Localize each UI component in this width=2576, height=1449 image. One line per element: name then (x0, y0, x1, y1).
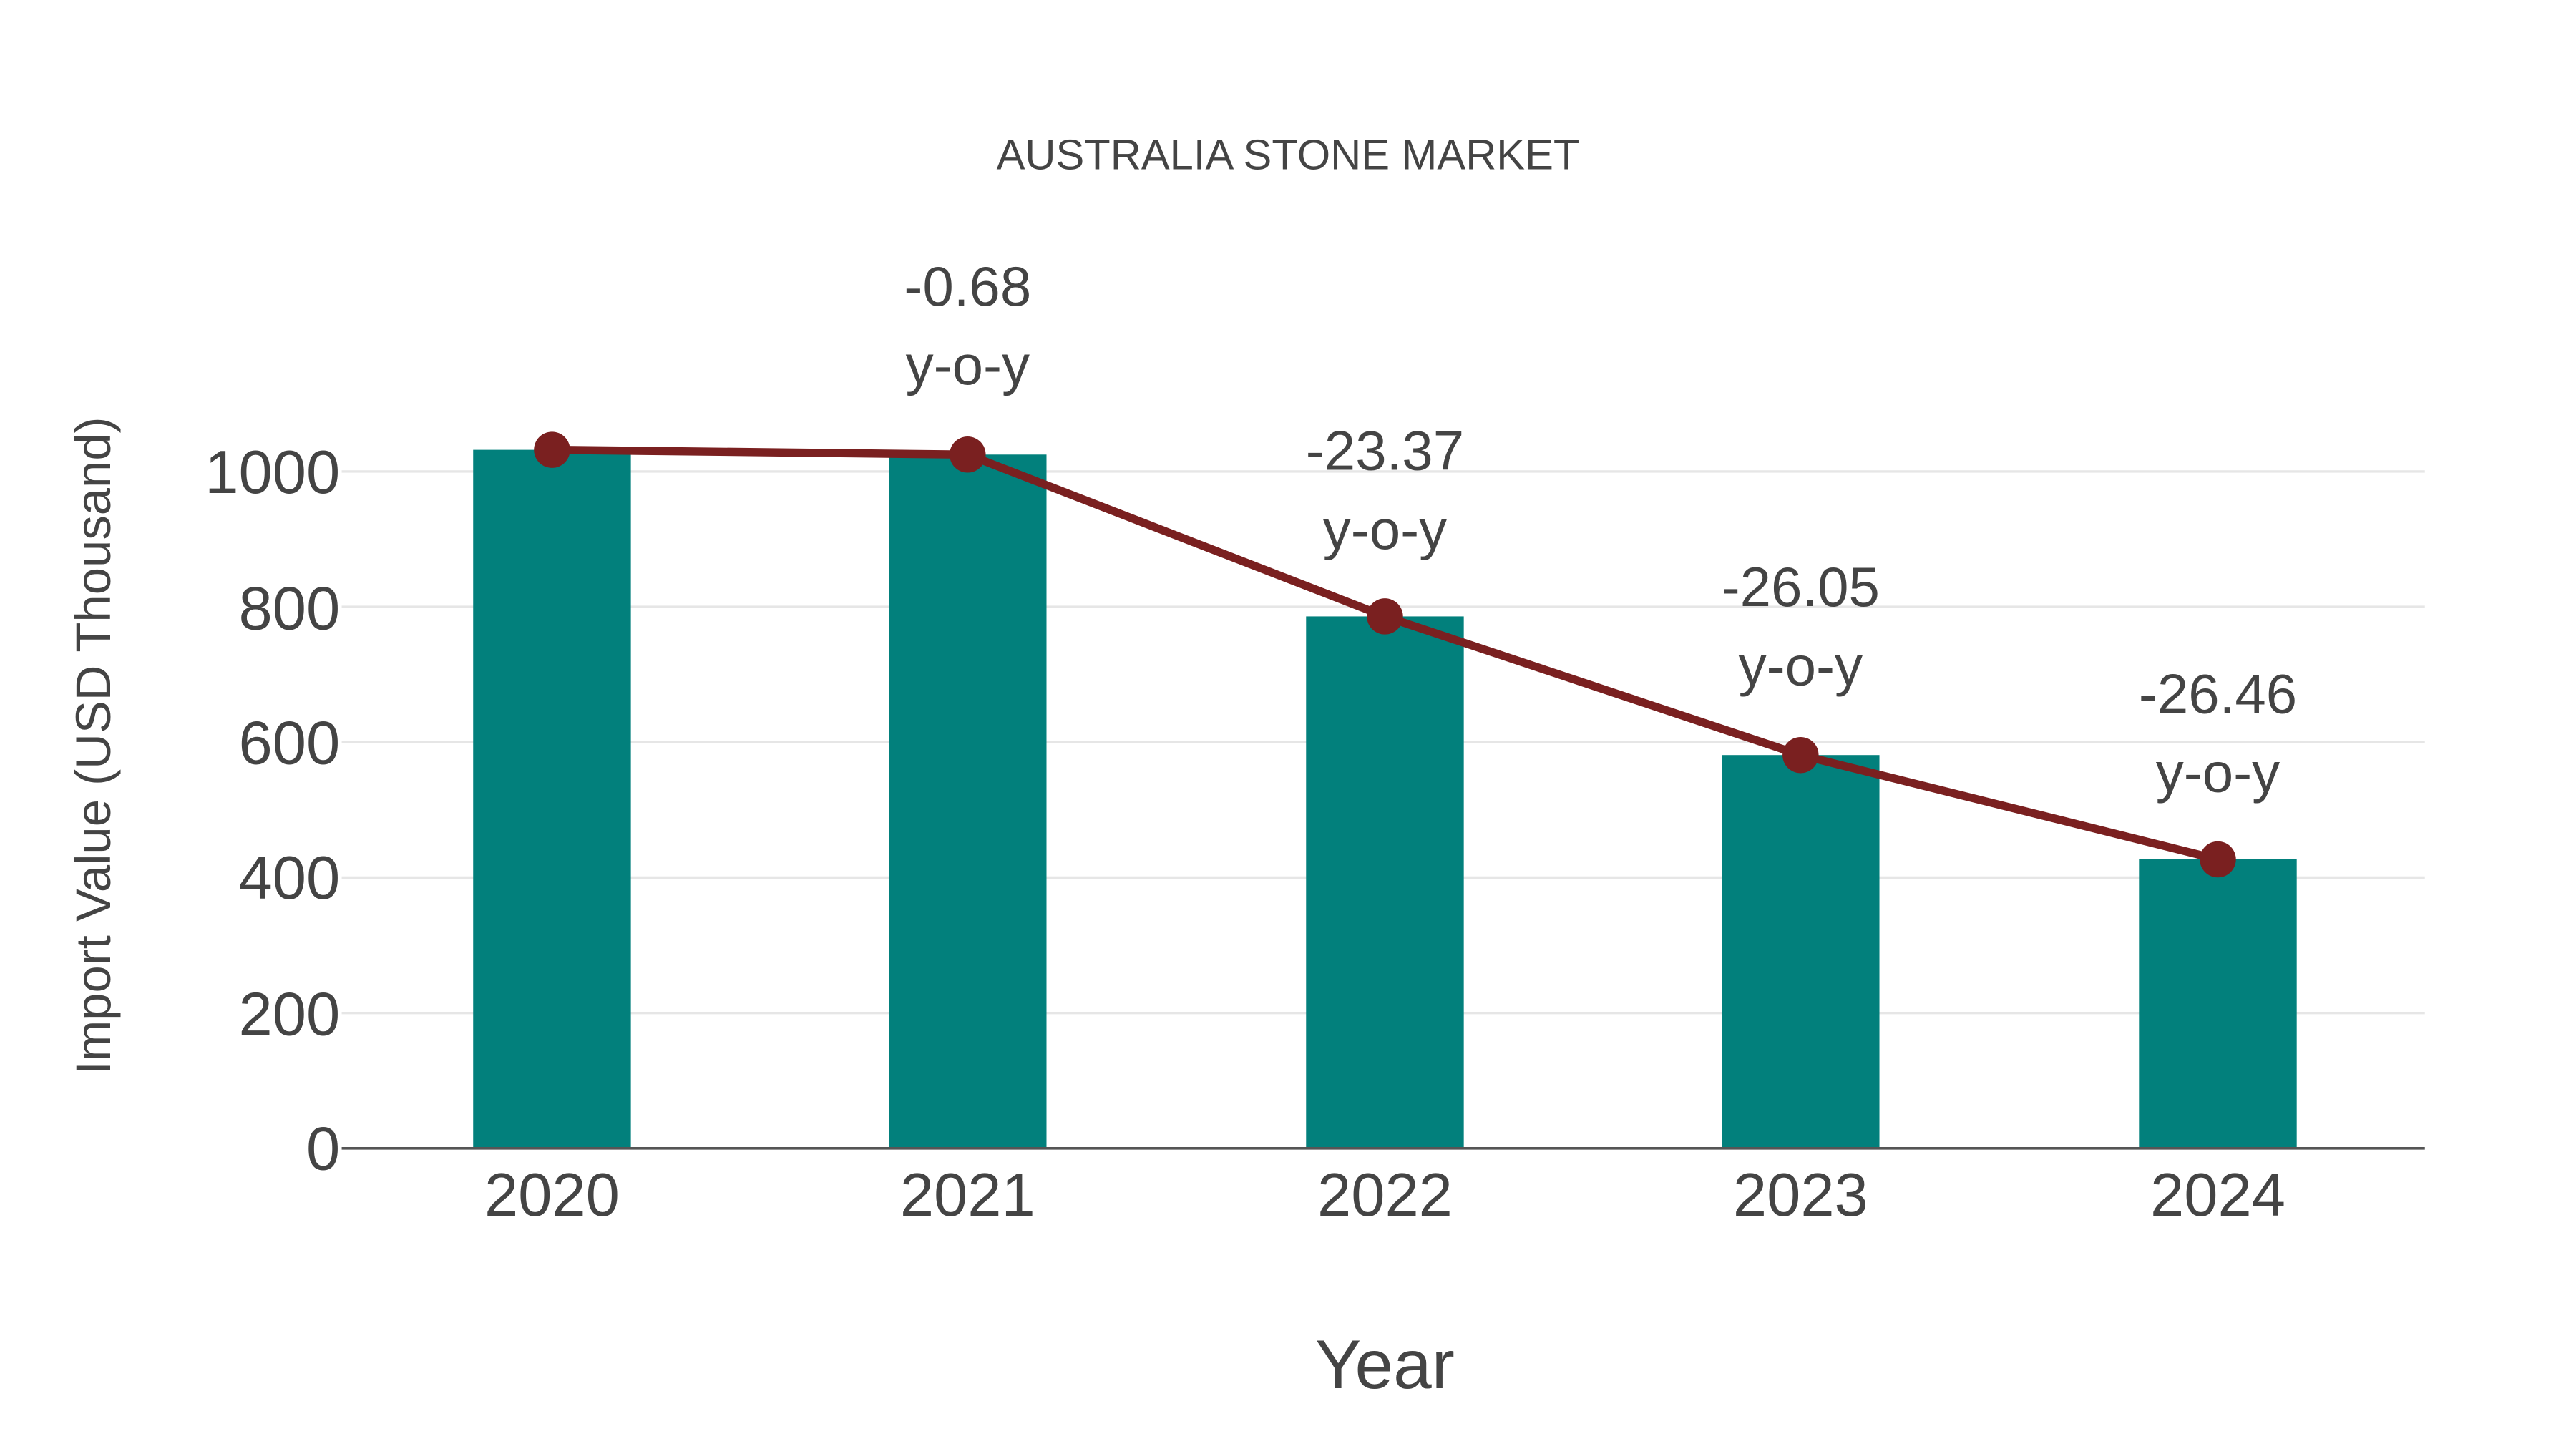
annotation-2023-suffix: y-o-y (1739, 634, 1863, 697)
x-tick-2024: 2024 (2150, 1161, 2285, 1229)
bar-2024 (2139, 859, 2297, 1148)
marker-2022 (1367, 598, 1403, 635)
bar-2022 (1306, 616, 1464, 1148)
x-tick-2021: 2021 (900, 1161, 1035, 1229)
annotation-2024-value: -26.46 (2139, 662, 2297, 725)
y-tick-800: 800 (239, 574, 341, 642)
bar-2020 (473, 449, 631, 1148)
y-tick-400: 400 (239, 844, 341, 912)
annotation-2023-value: -26.05 (1722, 555, 1880, 618)
marker-2023 (1782, 736, 1819, 774)
chart-title: AUSTRALIA STONE MARKET (997, 130, 1580, 178)
x-tick-2020: 2020 (484, 1161, 620, 1229)
annotation-2021-suffix: y-o-y (906, 333, 1030, 396)
annotation-2022-value: -23.37 (1306, 419, 1464, 482)
x-tick-2023: 2023 (1733, 1161, 1868, 1229)
y-axis-title: Import Value (USD Thousand) (66, 416, 121, 1075)
marker-2024 (2200, 841, 2236, 878)
y-tick-0: 0 (306, 1115, 340, 1183)
y-axis: 0 200 400 600 800 1000 Import Value (USD… (66, 416, 340, 1182)
x-axis: 2020 2021 2022 2023 2024 Year (484, 1161, 2285, 1403)
bar-2023 (1722, 755, 1880, 1148)
y-tick-200: 200 (239, 980, 341, 1048)
annotation-2021-value: -0.68 (904, 255, 1031, 318)
annotation-2024-suffix: y-o-y (2156, 741, 2280, 804)
bars (473, 449, 2297, 1148)
x-axis-title: Year (1315, 1327, 1455, 1403)
y-tick-600: 600 (239, 709, 341, 777)
x-tick-2022: 2022 (1317, 1161, 1453, 1229)
marker-2021 (950, 436, 986, 473)
marker-2020 (534, 431, 570, 468)
annotations: -0.68 y-o-y -23.37 y-o-y -26.05 y-o-y -2… (904, 255, 2297, 804)
annotation-2022-suffix: y-o-y (1323, 498, 1447, 561)
bar-2021 (889, 454, 1047, 1148)
trend-line (534, 431, 2236, 878)
y-tick-1000: 1000 (205, 438, 340, 506)
